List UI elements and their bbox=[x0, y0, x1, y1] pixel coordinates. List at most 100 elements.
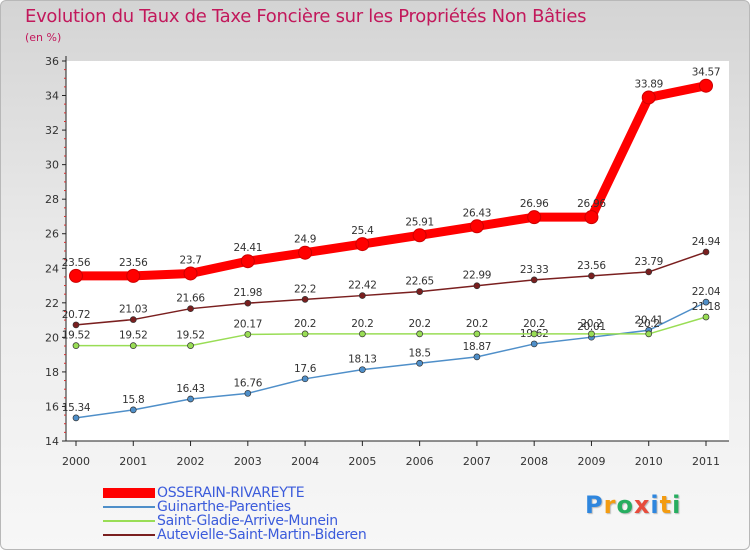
data-label: 19.52 bbox=[176, 330, 205, 342]
data-point bbox=[183, 266, 198, 281]
x-tick-label: 2001 bbox=[119, 455, 147, 468]
legend-label-autevielle: Autevielle-Saint-Martin-Bideren bbox=[157, 527, 367, 543]
legend-label-saint-gladie: Saint-Gladie-Arrive-Munein bbox=[157, 513, 338, 529]
x-tick-label: 2011 bbox=[692, 455, 720, 468]
series-line-1 bbox=[75, 301, 707, 419]
logo-letter: r bbox=[603, 491, 617, 519]
data-label: 19.52 bbox=[119, 330, 148, 342]
y-tick-label: 18 bbox=[45, 366, 59, 379]
series-line-2 bbox=[75, 316, 707, 347]
data-point bbox=[244, 389, 252, 397]
data-point bbox=[129, 342, 137, 350]
data-label: 16.43 bbox=[176, 383, 205, 395]
data-label: 15.34 bbox=[62, 402, 91, 414]
y-tick-label: 34 bbox=[45, 90, 59, 103]
logo-letter: i bbox=[650, 491, 660, 519]
legend-swatch-guinarthe bbox=[103, 506, 155, 508]
data-point bbox=[416, 288, 423, 295]
x-tick-label: 2004 bbox=[291, 455, 319, 468]
data-label: 21.66 bbox=[176, 293, 205, 305]
data-point bbox=[126, 268, 141, 283]
legend-label-guinarthe: Guinarthe-Parenties bbox=[157, 499, 291, 515]
data-label: 26.96 bbox=[520, 198, 549, 210]
series-line-0 bbox=[71, 81, 711, 281]
data-point bbox=[527, 210, 542, 225]
y-tick-label: 30 bbox=[45, 159, 59, 172]
data-label: 17.6 bbox=[294, 363, 317, 375]
logo-letter: t bbox=[659, 491, 673, 519]
data-point bbox=[72, 414, 80, 422]
data-point bbox=[244, 299, 252, 307]
data-label: 21.18 bbox=[692, 301, 721, 313]
x-tick-label: 2002 bbox=[177, 455, 205, 468]
data-point bbox=[301, 330, 309, 338]
data-point bbox=[187, 342, 194, 350]
data-point bbox=[416, 359, 423, 367]
data-point bbox=[359, 366, 366, 374]
data-label: 18.5 bbox=[409, 347, 431, 359]
logo-letter: i bbox=[672, 491, 682, 519]
x-tick-label: 2006 bbox=[406, 455, 434, 468]
data-label: 21.03 bbox=[119, 304, 148, 316]
x-tick-label: 2008 bbox=[520, 455, 548, 468]
data-label: 34.57 bbox=[692, 67, 721, 79]
data-point bbox=[530, 330, 538, 338]
data-label: 20.2 bbox=[351, 318, 373, 330]
data-point bbox=[416, 330, 423, 338]
data-label: 20.2 bbox=[466, 318, 488, 330]
data-point bbox=[69, 268, 83, 283]
legend-swatch-saint-gladie bbox=[103, 520, 155, 522]
data-label: 18.87 bbox=[463, 341, 492, 353]
data-point bbox=[645, 268, 653, 276]
y-tick-label: 22 bbox=[45, 297, 59, 310]
data-point bbox=[473, 353, 481, 361]
legend-label-osserain: OSSERAIN-RIVAREYTE bbox=[157, 485, 305, 501]
data-point bbox=[187, 395, 194, 403]
y-tick-label: 20 bbox=[45, 331, 59, 344]
x-tick-label: 2010 bbox=[635, 455, 663, 468]
logo-letter: x bbox=[633, 491, 651, 519]
y-tick-label: 14 bbox=[45, 435, 59, 448]
data-label: 25.4 bbox=[351, 225, 374, 237]
data-point bbox=[129, 406, 137, 414]
y-tick-label: 26 bbox=[45, 228, 59, 241]
y-tick-label: 16 bbox=[45, 400, 59, 413]
logo-letter: P bbox=[585, 491, 604, 519]
data-label: 24.41 bbox=[234, 242, 263, 254]
data-label: 20.17 bbox=[234, 318, 263, 330]
data-label: 20.72 bbox=[62, 309, 91, 321]
x-tick-label: 2000 bbox=[62, 455, 90, 468]
data-point bbox=[412, 228, 427, 243]
y-tick-label: 32 bbox=[45, 124, 59, 137]
data-point bbox=[702, 298, 710, 306]
legend-item-autevielle: Autevielle-Saint-Martin-Bideren bbox=[103, 527, 367, 543]
data-point bbox=[588, 272, 595, 280]
data-label: 22.04 bbox=[692, 286, 721, 298]
legend-swatch-osserain bbox=[103, 488, 155, 498]
data-label: 22.65 bbox=[405, 276, 434, 288]
data-label: 15.8 bbox=[122, 394, 144, 406]
x-tick-label: 2007 bbox=[463, 455, 491, 468]
data-point bbox=[473, 282, 481, 290]
x-tick-label: 2005 bbox=[348, 455, 376, 468]
data-point bbox=[301, 375, 309, 383]
data-point bbox=[530, 340, 538, 348]
series-line-3 bbox=[75, 251, 707, 326]
data-point bbox=[244, 331, 252, 338]
data-label: 23.56 bbox=[62, 257, 91, 269]
chart-title: Evolution du Taux de Taxe Foncière sur l… bbox=[25, 6, 587, 27]
data-point bbox=[584, 210, 599, 225]
legend: OSSERAIN-RIVAREYTE Guinarthe-Parenties S… bbox=[103, 485, 367, 543]
logo-letter: o bbox=[616, 491, 634, 519]
data-label: 23.7 bbox=[179, 254, 201, 266]
data-point bbox=[359, 292, 366, 299]
legend-item-saint-gladie: Saint-Gladie-Arrive-Munein bbox=[103, 514, 366, 528]
x-tick-label: 2003 bbox=[234, 455, 262, 468]
data-label: 23.56 bbox=[119, 257, 148, 269]
data-label: 23.33 bbox=[520, 264, 549, 276]
data-label: 16.76 bbox=[234, 377, 263, 389]
data-point bbox=[301, 296, 309, 303]
data-point bbox=[359, 330, 366, 338]
